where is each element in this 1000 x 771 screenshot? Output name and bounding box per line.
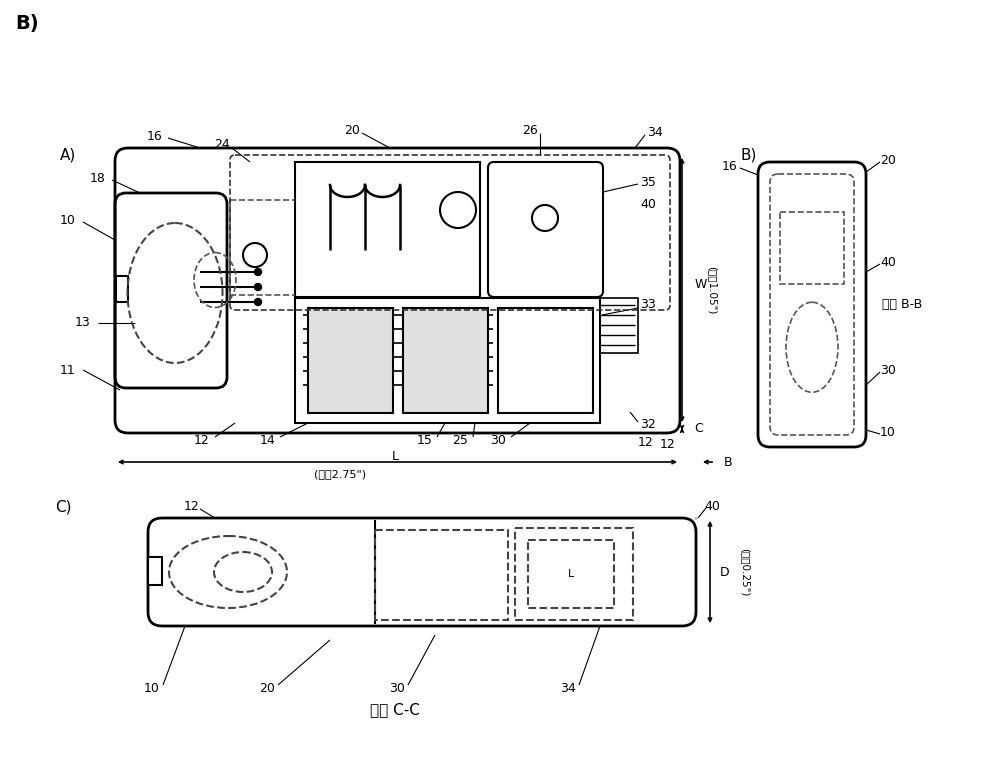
Text: C: C bbox=[694, 423, 703, 436]
Text: B): B) bbox=[15, 14, 39, 33]
Text: 10: 10 bbox=[60, 214, 76, 227]
Circle shape bbox=[254, 284, 262, 291]
Circle shape bbox=[440, 192, 476, 228]
Text: 30: 30 bbox=[490, 433, 506, 446]
Bar bbox=[148, 557, 162, 585]
Text: 35: 35 bbox=[640, 176, 656, 188]
Text: 40: 40 bbox=[880, 255, 896, 268]
Text: 24: 24 bbox=[214, 139, 230, 151]
Text: 10: 10 bbox=[880, 426, 896, 439]
Text: 26: 26 bbox=[522, 123, 538, 136]
Circle shape bbox=[243, 243, 267, 267]
Text: L: L bbox=[392, 449, 398, 463]
Text: 16: 16 bbox=[147, 130, 163, 143]
Text: 33: 33 bbox=[640, 298, 656, 311]
Text: 34: 34 bbox=[647, 126, 663, 140]
Text: 18: 18 bbox=[90, 171, 106, 184]
Text: W: W bbox=[695, 278, 707, 291]
Bar bbox=[295, 298, 600, 423]
Circle shape bbox=[532, 205, 558, 231]
Text: B: B bbox=[724, 456, 733, 469]
Bar bbox=[116, 276, 128, 302]
Text: B): B) bbox=[740, 148, 756, 163]
Text: 12: 12 bbox=[660, 439, 676, 452]
Bar bbox=[498, 308, 593, 413]
Text: L: L bbox=[568, 569, 574, 579]
Text: 视图 C-C: 视图 C-C bbox=[370, 702, 420, 718]
Text: 14: 14 bbox=[260, 433, 276, 446]
Text: 12: 12 bbox=[638, 436, 654, 449]
Text: 40: 40 bbox=[704, 500, 720, 513]
Text: 20: 20 bbox=[344, 123, 360, 136]
Text: 16: 16 bbox=[721, 160, 737, 173]
Bar bbox=[295, 162, 480, 297]
Text: C): C) bbox=[55, 500, 72, 515]
Bar bbox=[515, 528, 633, 620]
Text: 32: 32 bbox=[640, 418, 656, 430]
Text: 20: 20 bbox=[259, 682, 275, 695]
Circle shape bbox=[254, 268, 262, 275]
Text: (例八1.05"): (例八1.05") bbox=[707, 266, 717, 315]
Text: 10: 10 bbox=[144, 682, 160, 695]
Text: 25: 25 bbox=[452, 433, 468, 446]
Text: 34: 34 bbox=[560, 682, 576, 695]
Bar bbox=[600, 298, 638, 353]
Text: (例八2.75"): (例八2.75") bbox=[314, 469, 366, 479]
Text: 12: 12 bbox=[184, 500, 200, 513]
Text: 11: 11 bbox=[60, 363, 76, 376]
Text: (例八0.25"): (例八0.25") bbox=[740, 548, 750, 596]
Bar bbox=[780, 212, 844, 284]
Text: 20: 20 bbox=[880, 153, 896, 167]
Bar bbox=[308, 308, 393, 413]
Text: 15: 15 bbox=[417, 433, 433, 446]
Text: 30: 30 bbox=[880, 363, 896, 376]
Bar bbox=[528, 540, 614, 608]
Text: D: D bbox=[720, 565, 730, 578]
Text: 30: 30 bbox=[389, 682, 405, 695]
Circle shape bbox=[254, 298, 262, 305]
Text: 13: 13 bbox=[75, 317, 91, 329]
Bar bbox=[375, 530, 508, 620]
Text: 视图 B-B: 视图 B-B bbox=[882, 298, 922, 311]
Bar bbox=[403, 308, 488, 413]
Text: 12: 12 bbox=[194, 433, 210, 446]
Text: A): A) bbox=[60, 148, 76, 163]
Text: 40: 40 bbox=[640, 198, 656, 211]
